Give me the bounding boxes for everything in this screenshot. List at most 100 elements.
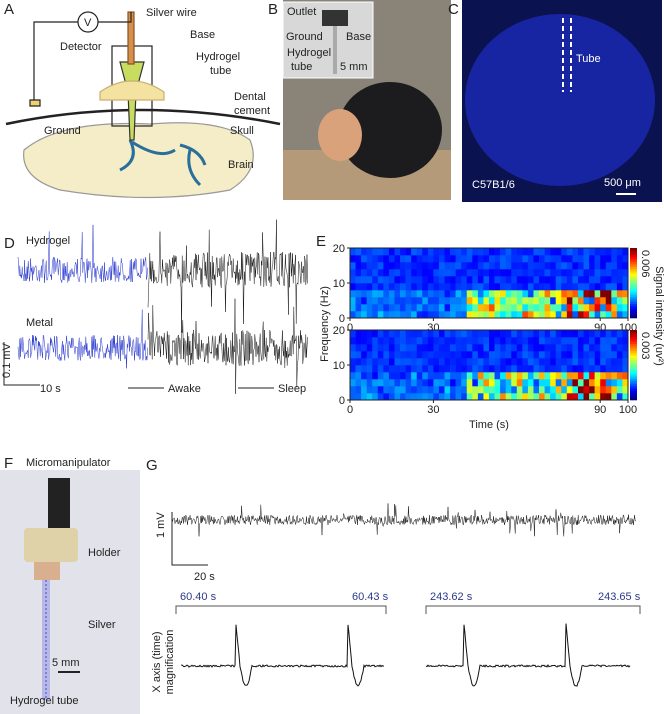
spectrogram-cell [416, 379, 423, 387]
colorbar-cell [630, 280, 637, 284]
spectrogram-cell [455, 358, 462, 366]
spectrogram-cell [411, 283, 418, 291]
spectrogram-cell [622, 337, 629, 345]
colorbar-cell [630, 383, 637, 387]
colorbar-cell [630, 271, 637, 274]
spectrogram-cell [533, 358, 540, 366]
spectrogram-cell [550, 365, 557, 373]
spectrogram-cell [527, 372, 534, 380]
trace-g [171, 503, 636, 537]
label-b-tube: tube [291, 61, 312, 73]
x-tick-label: 30 [427, 404, 439, 416]
spectrogram-cell [400, 283, 406, 291]
label-b-hydrogel: Hydrogel [287, 47, 331, 59]
spectrogram-cell [583, 344, 590, 352]
spectrogram-cell [494, 337, 501, 345]
spectrogram-cell [500, 386, 506, 394]
spectrogram-cell [377, 386, 384, 394]
spectrogram-cell [350, 255, 356, 263]
spectrogram-cell [594, 393, 601, 401]
spectrogram-cell [489, 351, 495, 359]
spectrogram-cell [572, 262, 579, 270]
spectrogram-cell [616, 358, 623, 366]
spectrogram-cell [400, 276, 406, 284]
e-y-label: Frequency (Hz) [319, 286, 331, 362]
spectrogram-cell [583, 351, 590, 359]
spectrogram-cell [600, 290, 607, 298]
spectrogram-cell [583, 393, 590, 401]
spectrogram-cell [450, 255, 456, 263]
spectrogram-cell [416, 351, 423, 359]
spectrogram-cell [444, 344, 451, 352]
spectrogram-cell [455, 283, 462, 291]
spectrogram-cell [411, 262, 418, 270]
spectrogram-cell [455, 248, 462, 256]
spectrogram-cell [383, 304, 390, 312]
spectrogram-cell [555, 344, 562, 352]
spectrogram-cell [477, 290, 484, 298]
spectrogram-cell [372, 337, 379, 345]
colorbar-cell [630, 287, 637, 291]
spectrogram-cell [522, 379, 529, 387]
spectrogram-cell [589, 337, 595, 345]
spectrogram-cell [616, 386, 623, 394]
spectrogram-cell [388, 262, 395, 270]
spectrogram-cell [555, 386, 562, 394]
spectrogram-cell [405, 379, 412, 387]
spectrogram-cell [583, 283, 590, 291]
spectrogram-cell [600, 344, 607, 352]
spectrogram-cell [494, 304, 501, 312]
spectrogram-cell [466, 269, 473, 277]
spectrogram-cell [361, 297, 367, 305]
spectrogram-cell [505, 351, 512, 359]
spectrogram-cell [600, 365, 607, 373]
spectrogram-cell [427, 379, 434, 387]
spectrogram-cell [622, 386, 629, 394]
spectrogram-cell [433, 344, 440, 352]
spectrogram-cell [416, 358, 423, 366]
spectrogram-cell [388, 337, 395, 345]
spectrogram-cell [550, 393, 557, 401]
spectrogram-cell [350, 358, 356, 366]
spectrogram-cell [394, 344, 401, 352]
spectrogram-cell [411, 372, 418, 380]
spectrogram-cell [500, 290, 506, 298]
spectrogram-cell [527, 386, 534, 394]
spectrogram-cell [438, 337, 445, 345]
colorbar-cell [630, 248, 637, 251]
spectrogram-cell [438, 269, 445, 277]
spectrogram-cell [405, 351, 412, 359]
spectrogram-cell [405, 386, 412, 394]
spectrogram-cell [466, 365, 473, 373]
spectrogram-cell [400, 297, 406, 305]
spectrogram-cell [427, 311, 434, 319]
spectrogram-cell [444, 379, 451, 387]
spectrogram-cell [589, 269, 595, 277]
spectrogram-cell [466, 372, 473, 380]
spectrogram-cell [450, 297, 456, 305]
spectrogram-cell [616, 344, 623, 352]
colorbar-cell [630, 306, 637, 309]
spectrogram-cell [433, 304, 440, 312]
spectrogram-cell [400, 386, 406, 394]
spectrogram-cell [394, 365, 401, 373]
spectrogram-cell [472, 330, 479, 338]
spectrogram-cell [433, 358, 440, 366]
spectrogram-cell [411, 304, 418, 312]
spectrogram-cell [600, 351, 607, 359]
colorbar-cell [630, 255, 637, 258]
spectrogram-cell [605, 393, 612, 401]
spectrogram-cell [594, 262, 601, 270]
spectrogram-cell [550, 276, 557, 284]
spectrogram-cell [477, 304, 484, 312]
spectrogram-cell [438, 290, 445, 298]
spectrogram-cell [611, 262, 618, 270]
spectrogram-cell [350, 290, 356, 298]
spectrogram-cell [461, 248, 468, 256]
spectrogram-cell [555, 337, 562, 345]
spectrogram-cell [472, 276, 479, 284]
spectrogram-cell [583, 255, 590, 263]
spectrogram-cell [394, 379, 401, 387]
spectrogram-cell [405, 290, 412, 298]
spectrogram-cell [350, 351, 356, 359]
